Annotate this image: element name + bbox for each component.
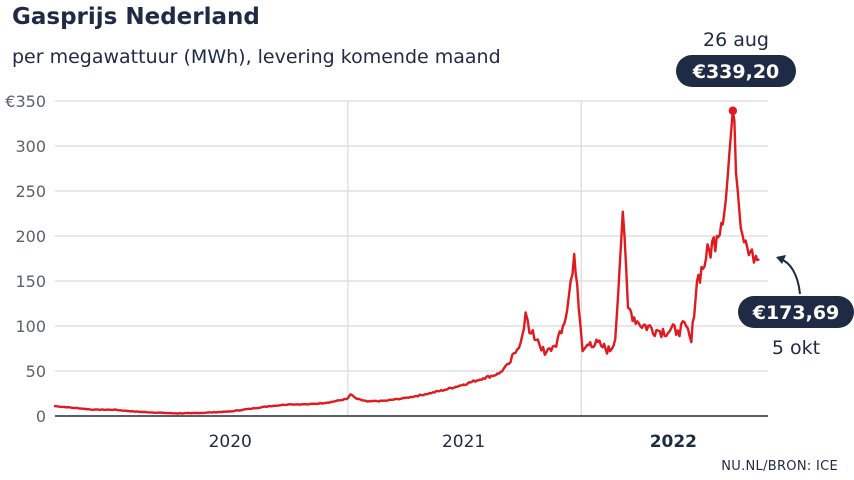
y-tick-label: 50 [26,362,46,381]
chart-subtitle: per megawattuur (MWh), levering komende … [12,46,501,68]
y-tick-label: 0 [36,407,46,426]
y-tick-label: 300 [15,137,46,156]
peak-badge [676,55,796,87]
chart-title: Gasprijs Nederland [12,4,260,30]
last-value-label: €173,69 [752,302,840,324]
y-tick-label: 250 [15,182,46,201]
series-line-gasprijs [53,109,760,415]
peak-marker [728,106,738,115]
y-tick-label: 150 [15,272,46,291]
y-tick-label: 100 [15,317,46,336]
last-date-label: 5 okt [772,337,820,359]
last-arrow-line [779,258,801,295]
chart-source: NU.NL/BRON: ICE [721,459,838,474]
x-tick-label: 2020 [209,432,252,452]
y-tick-label: €350 [5,92,46,111]
last-badge [738,296,854,328]
x-tick-label: 2021 [442,432,485,452]
y-tick-label: 200 [15,227,46,246]
x-tick-label: 2022 [650,432,697,452]
peak-date-label: 26 aug [703,29,769,51]
peak-value-label: €339,20 [692,61,780,83]
last-arrow-head [776,255,786,264]
